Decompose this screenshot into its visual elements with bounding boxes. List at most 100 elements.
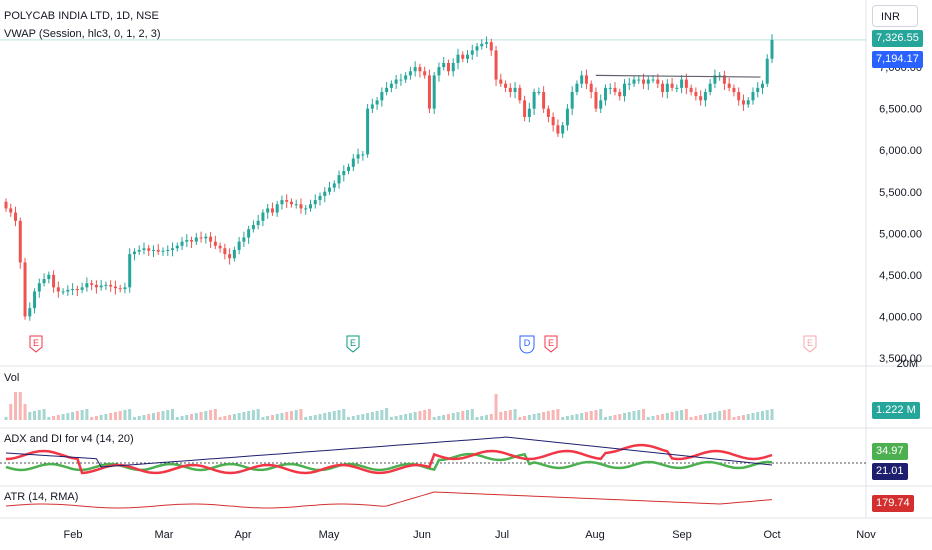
candle-body: [684, 79, 688, 88]
candle-body: [703, 92, 707, 101]
vwap-legend[interactable]: VWAP (Session, hlc3, 0, 1, 2, 3): [4, 28, 161, 40]
volume-bar: [546, 411, 550, 420]
volume-bar: [175, 417, 179, 420]
candle-body: [418, 67, 422, 72]
volume-bar: [499, 412, 503, 420]
volume-bar: [351, 416, 355, 420]
candle-body: [9, 208, 13, 213]
time-axis-label: May: [319, 529, 340, 541]
volume-bar: [142, 415, 146, 420]
candle-body: [689, 87, 693, 93]
volume-bar: [565, 416, 569, 420]
candle-body: [247, 229, 251, 238]
volume-bar: [599, 409, 603, 420]
candle-body: [518, 87, 522, 101]
volume-bar: [366, 413, 370, 420]
candle-body: [242, 237, 246, 242]
candle-body: [651, 79, 655, 81]
volume-bar: [161, 411, 165, 420]
candle-body: [294, 204, 298, 206]
volume-bar: [80, 410, 84, 420]
candle-body: [613, 87, 617, 93]
event-marker-letter: E: [548, 338, 554, 348]
candle-body: [732, 87, 736, 93]
candle-body: [527, 108, 531, 117]
candle-body: [423, 71, 427, 76]
candle-body: [489, 42, 493, 51]
volume-bar: [737, 416, 741, 420]
candle-body: [532, 92, 536, 109]
volume-bar: [694, 416, 698, 420]
candle-body: [675, 87, 679, 89]
volume-bar: [52, 416, 56, 420]
volume-bar: [123, 410, 127, 420]
candle-body: [99, 285, 103, 288]
candle-body: [313, 200, 317, 205]
volume-bar: [542, 412, 546, 420]
volume-bar: [675, 411, 679, 420]
candle-body: [190, 239, 194, 242]
volume-bar: [651, 416, 655, 420]
candle-body: [47, 274, 51, 280]
volume-bar: [313, 415, 317, 420]
candle-body: [727, 83, 731, 88]
candle-body: [147, 248, 151, 251]
adx-legend[interactable]: ADX and DI for v4 (14, 20): [4, 433, 134, 445]
candle-body: [337, 175, 341, 184]
volume-bar: [323, 413, 327, 420]
time-axis-label: Jul: [495, 529, 509, 541]
volume-scale-label: 20M: [896, 358, 918, 370]
candle-body: [537, 92, 541, 94]
candle-body: [646, 79, 650, 84]
candle-body: [23, 262, 27, 317]
candle-body: [308, 204, 312, 209]
currency-button[interactable]: INR: [872, 5, 918, 27]
volume-bar: [218, 417, 222, 420]
candle-body: [589, 83, 593, 93]
candle-body: [289, 201, 293, 205]
volume-bar: [66, 413, 70, 420]
adx-plus-di-line: [5, 452, 773, 472]
candle-body: [756, 87, 760, 93]
candle-body: [328, 187, 332, 192]
candle-body: [90, 283, 94, 285]
volume-bar: [370, 412, 374, 420]
volume-bar: [261, 417, 265, 420]
symbol-title: POLYCAB INDIA LTD, 1D, NSE: [4, 10, 159, 22]
volume-bar: [470, 409, 474, 420]
atr-legend[interactable]: ATR (14, RMA): [4, 491, 79, 503]
candle-body: [85, 283, 89, 288]
volume-legend[interactable]: Vol: [4, 372, 20, 384]
volume-bar: [656, 415, 660, 420]
volume-bar: [713, 412, 717, 420]
volume-bar: [347, 417, 351, 420]
candle-body: [366, 108, 370, 155]
volume-bar: [156, 412, 160, 420]
candle-body: [161, 250, 165, 252]
candle-body: [385, 87, 389, 93]
time-axis-label: Aug: [585, 529, 605, 541]
volume-bar: [4, 417, 8, 420]
candle-body: [722, 75, 726, 84]
volume-bar: [446, 414, 450, 420]
volume-bar: [270, 415, 274, 420]
volume-bar: [594, 410, 598, 420]
candle-body: [594, 92, 598, 109]
candle-body: [661, 83, 665, 93]
candle-body: [218, 245, 222, 249]
candle-body: [275, 204, 279, 213]
volume-bar: [318, 414, 322, 420]
volume-bar: [94, 416, 98, 420]
candle-body: [451, 62, 455, 72]
candle-body: [408, 71, 412, 76]
volume-bar: [85, 409, 89, 420]
candle-body: [132, 251, 136, 255]
candle-body: [347, 166, 351, 171]
candle-body: [261, 212, 265, 221]
candle-body: [632, 79, 636, 84]
volume-bar: [741, 415, 745, 420]
candle-body: [14, 212, 18, 221]
volume-bar: [71, 412, 75, 420]
candle-body: [718, 75, 722, 77]
